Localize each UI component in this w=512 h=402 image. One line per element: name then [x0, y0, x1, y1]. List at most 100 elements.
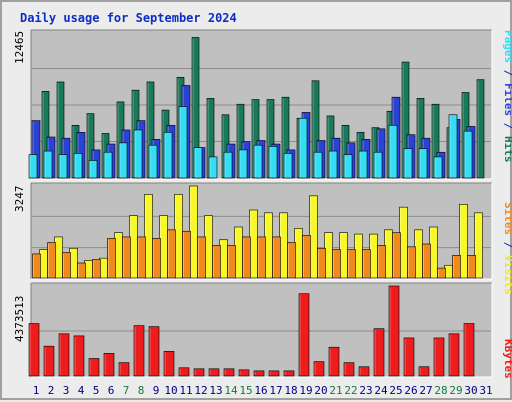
- x-tick-day-15: 15: [239, 384, 252, 397]
- bar-kbytes-22: [343, 362, 355, 377]
- bar-sites-5: [92, 259, 101, 279]
- bar-pages-19: [298, 117, 308, 179]
- bar-kbytes-14: [223, 368, 235, 377]
- bar-sites-29: [452, 255, 461, 279]
- x-tick-day-5: 5: [93, 384, 100, 397]
- bar-pages-20: [313, 151, 323, 179]
- bar-kbytes-11: [178, 367, 190, 377]
- x-tick-day-10: 10: [164, 384, 177, 397]
- bar-pages-14: [223, 151, 233, 179]
- bar-pages-5: [88, 160, 98, 179]
- series-legend-2-part-0: KBytes: [502, 339, 512, 379]
- bar-kbytes-19: [298, 293, 310, 377]
- x-tick-day-2: 2: [48, 384, 55, 397]
- bar-sites-25: [392, 232, 401, 279]
- bar-sites-22: [347, 249, 356, 279]
- x-tick-day-4: 4: [78, 384, 85, 397]
- x-tick-day-1: 1: [33, 384, 40, 397]
- bar-pages-2: [43, 150, 53, 179]
- bar-sites-26: [407, 246, 416, 279]
- bar-sites-12: [197, 236, 206, 279]
- series-legend-0: Pages / Files / Hits: [502, 30, 512, 163]
- y-max-label-hits: 12465: [13, 31, 26, 64]
- series-legend-0-part-1: /: [502, 63, 512, 83]
- bar-kbytes-17: [268, 370, 280, 377]
- bar-kbytes-27: [418, 366, 430, 377]
- x-tick-day-11: 11: [179, 384, 192, 397]
- bar-sites-7: [122, 236, 131, 279]
- bar-pages-12: [193, 147, 203, 179]
- panel-kbytes-bg: [31, 283, 492, 377]
- series-legend-0-part-4: Hits: [502, 136, 512, 163]
- x-tick-day-13: 13: [209, 384, 222, 397]
- bar-kbytes-9: [148, 326, 160, 377]
- bar-visits-30: [474, 212, 483, 279]
- bar-pages-18: [283, 153, 293, 179]
- bar-kbytes-16: [253, 370, 265, 377]
- series-legend-2: KBytes: [502, 339, 512, 379]
- bar-kbytes-15: [238, 369, 250, 377]
- x-tick-day-8: 8: [138, 384, 145, 397]
- bar-sites-30: [467, 255, 476, 279]
- bar-sites-6: [107, 238, 116, 279]
- bar-pages-8: [133, 129, 143, 179]
- bar-kbytes-1: [28, 323, 40, 377]
- bar-kbytes-3: [58, 333, 70, 377]
- bar-kbytes-28: [433, 337, 445, 377]
- panel-visits-sites: [30, 182, 493, 280]
- x-tick-day-9: 9: [153, 384, 160, 397]
- series-legend-0-part-3: /: [502, 116, 512, 136]
- bar-kbytes-20: [313, 361, 325, 377]
- bar-sites-19: [302, 235, 311, 279]
- bar-pages-26: [403, 148, 413, 179]
- bar-sites-2: [47, 242, 56, 279]
- bar-pages-23: [358, 150, 368, 179]
- bar-hits-30: [476, 79, 485, 179]
- bar-sites-17: [272, 236, 281, 279]
- bar-kbytes-23: [358, 366, 370, 377]
- bar-sites-16: [257, 236, 266, 279]
- bar-kbytes-18: [283, 370, 295, 377]
- bar-pages-13: [208, 156, 218, 179]
- x-tick-day-22: 22: [344, 384, 357, 397]
- x-tick-day-14: 14: [224, 384, 238, 397]
- x-tick-day-30: 30: [464, 384, 477, 397]
- bar-visits-29: [459, 204, 468, 279]
- bar-kbytes-21: [328, 346, 340, 377]
- bar-sites-9: [152, 238, 161, 279]
- bar-pages-1: [28, 154, 38, 179]
- bar-pages-27: [418, 148, 428, 179]
- bar-pages-6: [103, 151, 113, 179]
- x-tick-day-7: 7: [123, 384, 130, 397]
- bar-sites-20: [317, 247, 326, 279]
- x-tick-day-17: 17: [269, 384, 282, 397]
- bar-kbytes-26: [403, 337, 415, 377]
- x-tick-day-6: 6: [108, 384, 115, 397]
- x-tick-day-28: 28: [434, 384, 447, 397]
- chart-title: Daily usage for September 2024: [20, 11, 237, 25]
- bar-sites-1: [32, 253, 41, 279]
- bar-pages-17: [268, 146, 278, 179]
- bar-kbytes-8: [133, 325, 145, 377]
- x-tick-day-3: 3: [63, 384, 70, 397]
- x-tick-day-23: 23: [359, 384, 372, 397]
- bar-pages-22: [343, 154, 353, 179]
- y-max-label-kbytes: 4373513: [13, 296, 26, 342]
- bar-kbytes-4: [73, 335, 85, 377]
- bar-pages-25: [388, 124, 398, 179]
- bar-kbytes-6: [103, 353, 115, 377]
- bar-kbytes-10: [163, 351, 175, 377]
- bar-kbytes-13: [208, 368, 220, 377]
- bar-sites-24: [377, 245, 386, 279]
- series-legend-0-part-2: Files: [502, 83, 512, 116]
- bar-sites-4: [77, 262, 86, 279]
- bar-pages-15: [238, 149, 248, 179]
- series-legend-0-part-0: Pages: [502, 30, 512, 63]
- y-max-label-visits: 3247: [13, 186, 26, 213]
- bar-sites-11: [182, 230, 191, 279]
- bar-sites-15: [242, 236, 251, 279]
- bar-sites-23: [362, 249, 371, 279]
- bar-sites-8: [137, 236, 146, 279]
- bar-pages-29: [448, 114, 458, 179]
